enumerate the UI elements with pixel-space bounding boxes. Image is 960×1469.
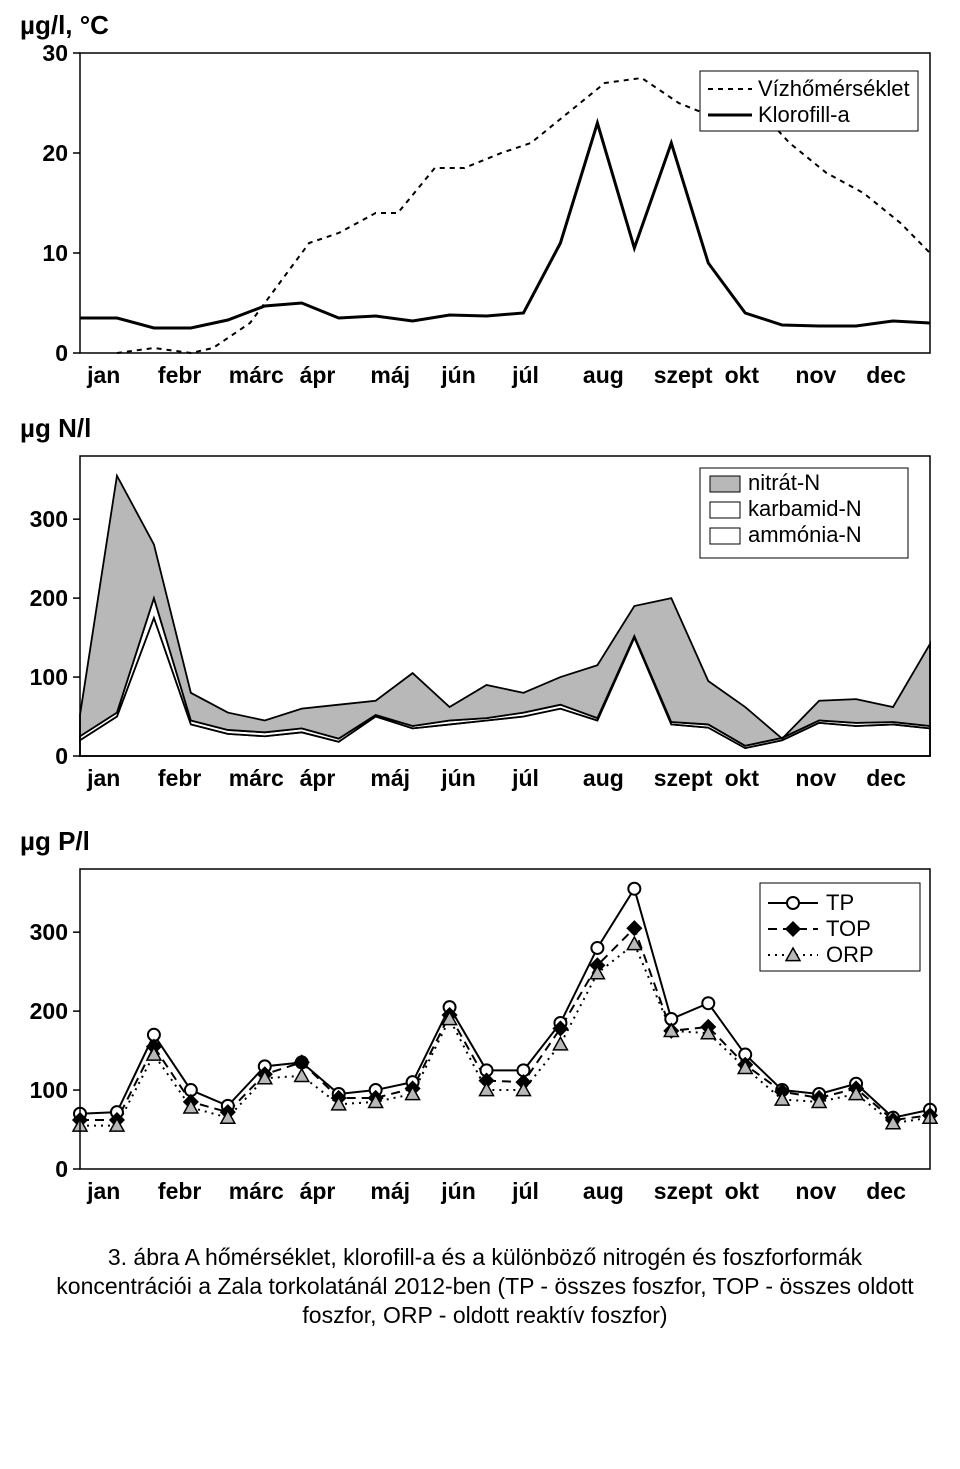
chart-temp-chlorophyll: µg/l, °C 0 10 20 30 VízhőmérsékletKlorofill-… (20, 10, 950, 403)
svg-text:szept: szept (654, 1178, 713, 1204)
svg-text:máj: máj (370, 1178, 410, 1204)
svg-text:300: 300 (30, 919, 68, 945)
chart2-ylabel: µg N/l (20, 413, 950, 444)
svg-text:100: 100 (30, 664, 68, 690)
svg-text:dec: dec (866, 1178, 906, 1204)
chart1-svg: 0 10 20 30 VízhőmérsékletKlorofill-a jan febr m… (20, 43, 940, 403)
svg-text:jún: jún (440, 1178, 476, 1204)
svg-text:0: 0 (55, 743, 68, 769)
chart-nitrogen: µg N/l 0 100 200 300 nitrát-Nkarbamid-Nammón… (20, 413, 950, 816)
svg-text:dec: dec (866, 362, 906, 388)
svg-text:200: 200 (30, 998, 68, 1024)
svg-text:Vízhőmérséklet: Vízhőmérséklet (758, 76, 910, 101)
chart1-ylabel: µg/l, °C (20, 10, 950, 41)
svg-text:jún: jún (440, 362, 476, 388)
svg-text:10: 10 (42, 240, 68, 266)
svg-text:jún: jún (440, 765, 476, 791)
svg-text:márc: márc (229, 765, 284, 791)
svg-text:nov: nov (795, 765, 836, 791)
svg-text:okt: okt (725, 1178, 760, 1204)
svg-text:máj: máj (370, 765, 410, 791)
svg-text:jan: jan (86, 1178, 120, 1204)
svg-text:0: 0 (55, 1156, 68, 1182)
chart3-ylabel: µg P/l (20, 826, 950, 857)
svg-text:júl: júl (511, 362, 539, 388)
svg-text:máj: máj (370, 362, 410, 388)
svg-text:20: 20 (42, 140, 68, 166)
svg-text:300: 300 (30, 506, 68, 532)
svg-text:karbamid-N: karbamid-N (748, 496, 862, 521)
svg-text:200: 200 (30, 585, 68, 611)
svg-text:nitrát-N: nitrát-N (748, 470, 820, 495)
svg-text:febr: febr (158, 362, 202, 388)
svg-text:szept: szept (654, 362, 713, 388)
svg-text:febr: febr (158, 765, 202, 791)
svg-text:dec: dec (866, 765, 906, 791)
svg-text:TOP: TOP (826, 916, 871, 941)
svg-text:aug: aug (583, 765, 624, 791)
svg-text:okt: okt (725, 362, 760, 388)
svg-text:ammónia-N: ammónia-N (748, 522, 862, 547)
svg-text:nov: nov (795, 1178, 836, 1204)
chart2-svg: 0 100 200 300 nitrát-Nkarbamid-Nammónia-N jan… (20, 446, 940, 816)
svg-text:okt: okt (725, 765, 760, 791)
svg-text:febr: febr (158, 1178, 202, 1204)
svg-text:márc: márc (229, 362, 284, 388)
svg-text:ápr: ápr (300, 362, 336, 388)
svg-text:ápr: ápr (300, 765, 336, 791)
chart3-svg: 0 100 200 300 TPTOPORP jan febr márcápr máj jún jú… (20, 859, 940, 1229)
svg-text:aug: aug (583, 362, 624, 388)
svg-text:jan: jan (86, 362, 120, 388)
svg-text:júl: júl (511, 765, 539, 791)
svg-text:júl: júl (511, 1178, 539, 1204)
svg-text:szept: szept (654, 765, 713, 791)
svg-text:Klorofill-a: Klorofill-a (758, 102, 850, 127)
svg-text:TP: TP (826, 890, 854, 915)
figure-caption: 3. ábra A hőmérséklet, klorofill-a és a … (20, 1239, 950, 1339)
svg-text:30: 30 (42, 43, 68, 66)
svg-text:jan: jan (86, 765, 120, 791)
svg-text:márc: márc (229, 1178, 284, 1204)
svg-text:ORP: ORP (826, 942, 874, 967)
chart-phosphorus: µg P/l 0 100 200 300 TPTOPORP jan febr márcápr m… (20, 826, 950, 1229)
svg-text:ápr: ápr (300, 1178, 336, 1204)
svg-text:nov: nov (795, 362, 836, 388)
svg-text:100: 100 (30, 1077, 68, 1103)
svg-text:0: 0 (55, 340, 68, 366)
svg-text:aug: aug (583, 1178, 624, 1204)
